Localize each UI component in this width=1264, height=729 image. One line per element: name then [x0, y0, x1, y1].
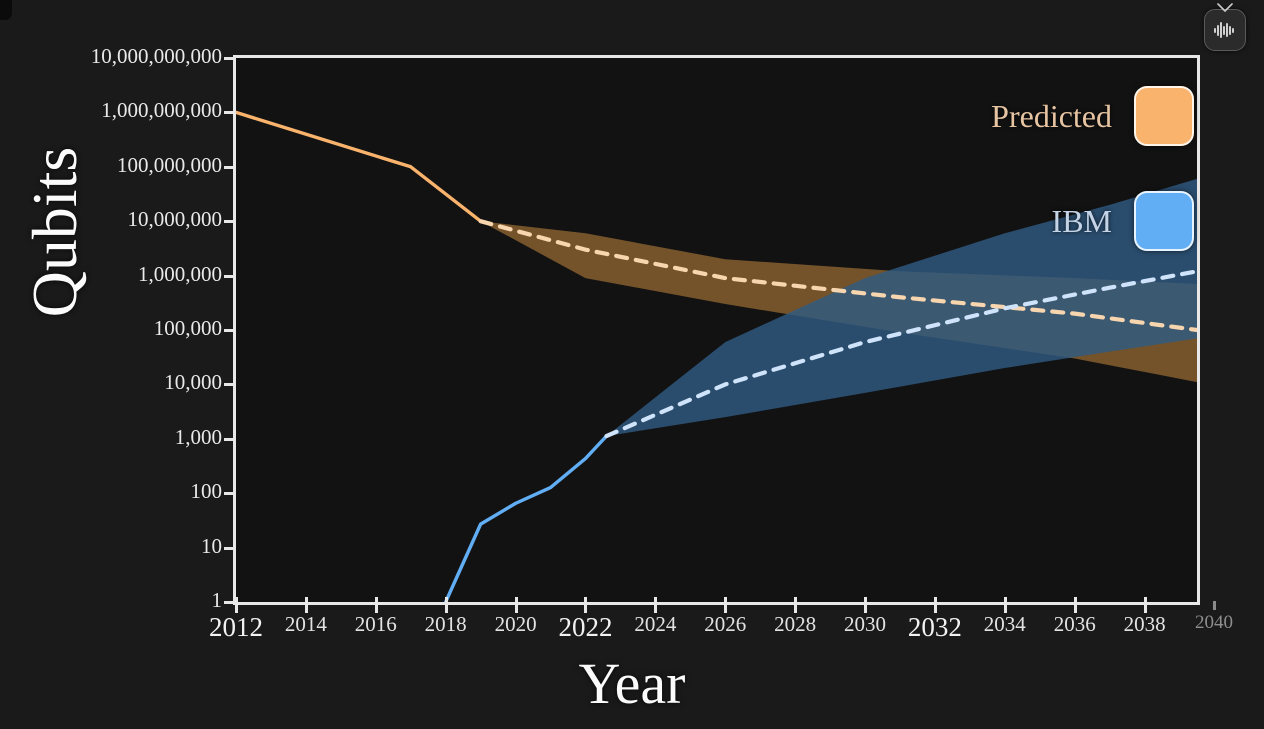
x-axis-tick-mark [654, 597, 658, 613]
legend-label-ibm: IBM [1051, 202, 1112, 239]
plot-area [233, 55, 1200, 605]
x-axis-tick-label: 2016 [354, 612, 397, 636]
x-axis-tick-label: 2014 [284, 612, 327, 636]
y-axis-tick-label: 10 [201, 533, 222, 558]
x-axis-tick-mark [1073, 597, 1077, 613]
y-axis-tick-label: 100,000 [153, 316, 222, 340]
tv-waveform-icon[interactable] [1204, 3, 1246, 51]
x-axis-tick-mark [235, 597, 238, 613]
y-axis-tick-label: 10,000,000,000 [90, 44, 222, 68]
legend-swatch-ibm [1134, 191, 1194, 251]
line-dashed-ibm [604, 269, 1197, 439]
x-axis-tick-label: 2020 [494, 612, 537, 636]
uncertainty-bands [480, 178, 1197, 437]
y-axis-tick-label: 100,000,000 [117, 152, 222, 177]
screen-corner-artifact [0, 0, 12, 20]
y-axis-tick-label: 1 [211, 588, 223, 612]
x-axis-tick-mark [1143, 597, 1147, 613]
x-axis-tick-label: 2036 [1053, 612, 1096, 636]
x-axis-tick-mark [444, 597, 448, 613]
x-axis-tick-label: 2026 [704, 612, 747, 636]
x-axis-tick-mark [794, 597, 798, 613]
legend-label-predicted: Predicted [991, 97, 1112, 134]
y-axis-tick-label: 10,000 [164, 370, 222, 395]
x-axis-tick-mark [304, 597, 308, 613]
uncertainty-band-ibm [606, 178, 1197, 437]
x-axis-title: Year [578, 651, 686, 716]
x-axis-tick-mark [514, 597, 518, 613]
line-solid-ibm [443, 434, 609, 602]
waveform-bars-icon [1214, 22, 1234, 38]
y-axis-tick-label: 1,000 [174, 424, 222, 449]
x-axis-tick-label: 2024 [634, 612, 677, 636]
legend-item-predicted[interactable]: Predicted [991, 86, 1194, 146]
x-axis-tick-mark [933, 597, 937, 613]
y-axis-tick-label: 10,000,000 [127, 207, 223, 232]
antenna-icon [1217, 3, 1233, 12]
x-axis-tick-mark [1003, 597, 1007, 613]
x-axis-tick-label: 2040 [1195, 612, 1233, 633]
x-axis-tick-mark [374, 597, 378, 613]
y-axis-tick-label: 1,000,000 [138, 261, 222, 286]
x-axis-tick-label: 2028 [774, 612, 817, 636]
legend-swatch-predicted [1134, 86, 1194, 146]
y-axis-tick-label: 100 [190, 479, 223, 504]
x-axis-tick-label: 2022 [558, 612, 613, 642]
series-lines [236, 110, 1197, 602]
x-axis-tick-mark [1213, 601, 1216, 610]
x-axis-tick-mark [724, 597, 728, 613]
chart-canvas [236, 110, 1197, 602]
legend-item-ibm[interactable]: IBM [1052, 191, 1194, 251]
x-axis-tick-label: 2034 [983, 612, 1026, 636]
y-axis-tick-label: 1,000,000,000 [101, 98, 222, 123]
x-axis-tick-label: 2038 [1123, 612, 1166, 636]
x-axis-tick-label: 2018 [424, 612, 467, 636]
x-axis-tick-mark [584, 597, 588, 613]
x-axis-tick-mark [864, 597, 868, 613]
x-axis-tick-label: 2030 [844, 612, 887, 636]
x-axis-tick-label: 2012 [209, 612, 263, 642]
x-axis-tick-label: 2032 [907, 612, 962, 642]
line-solid-predicted [236, 110, 483, 223]
line-dashed-predicted [478, 219, 1197, 333]
